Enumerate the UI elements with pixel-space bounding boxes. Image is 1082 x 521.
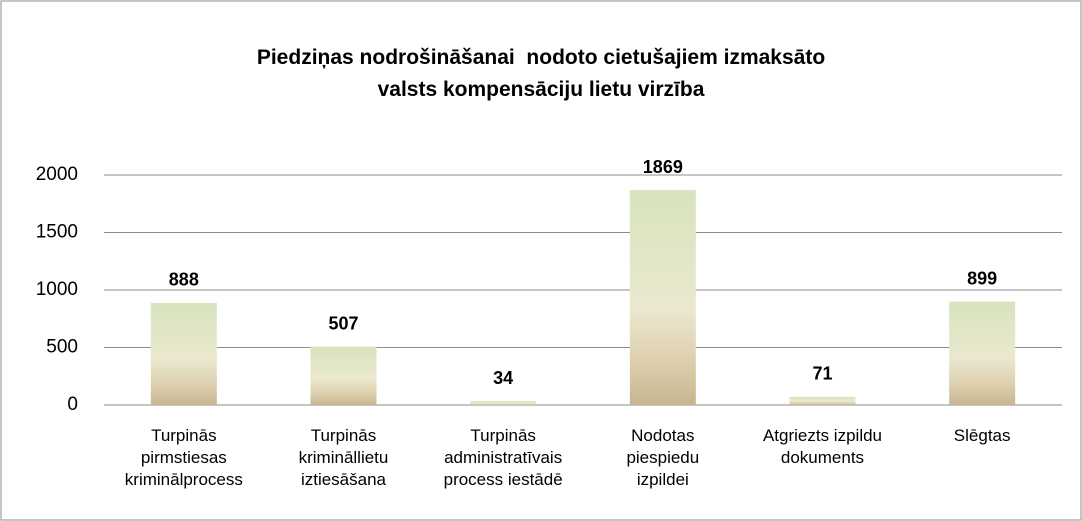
x-tick-label: Slēgtas	[953, 426, 1011, 445]
bar	[150, 302, 217, 405]
chart-title: Piedziņas nodrošināšanai nodoto cietušaj…	[256, 46, 826, 101]
data-label: 1869	[643, 157, 683, 177]
bar	[949, 301, 1016, 405]
y-tick-label: 500	[46, 337, 78, 358]
y-tick-label: 1500	[36, 222, 78, 243]
bar	[310, 346, 377, 405]
x-tick-label: Atgriezts izpildu dokuments	[762, 426, 883, 467]
x-tick-label: Nodotas piespiedu izpildei	[626, 426, 700, 489]
data-label: 34	[493, 368, 513, 388]
x-tick-label: Turpinās pirmstiesas kriminālprocess	[124, 426, 243, 489]
bar	[470, 401, 537, 405]
data-label: 888	[169, 270, 199, 290]
data-label: 71	[812, 364, 832, 384]
data-label: 507	[328, 313, 358, 333]
y-tick-label: 0	[67, 394, 78, 415]
y-tick-label: 2000	[36, 164, 78, 185]
bar	[789, 396, 856, 405]
data-label: 899	[967, 268, 997, 288]
x-tick-label: Turpinās administratīvais process iestād…	[443, 426, 563, 489]
x-tick-label: Turpinās krimināllietu iztiesāšana	[298, 426, 389, 489]
bar	[629, 190, 696, 405]
y-tick-label: 1000	[36, 279, 78, 300]
